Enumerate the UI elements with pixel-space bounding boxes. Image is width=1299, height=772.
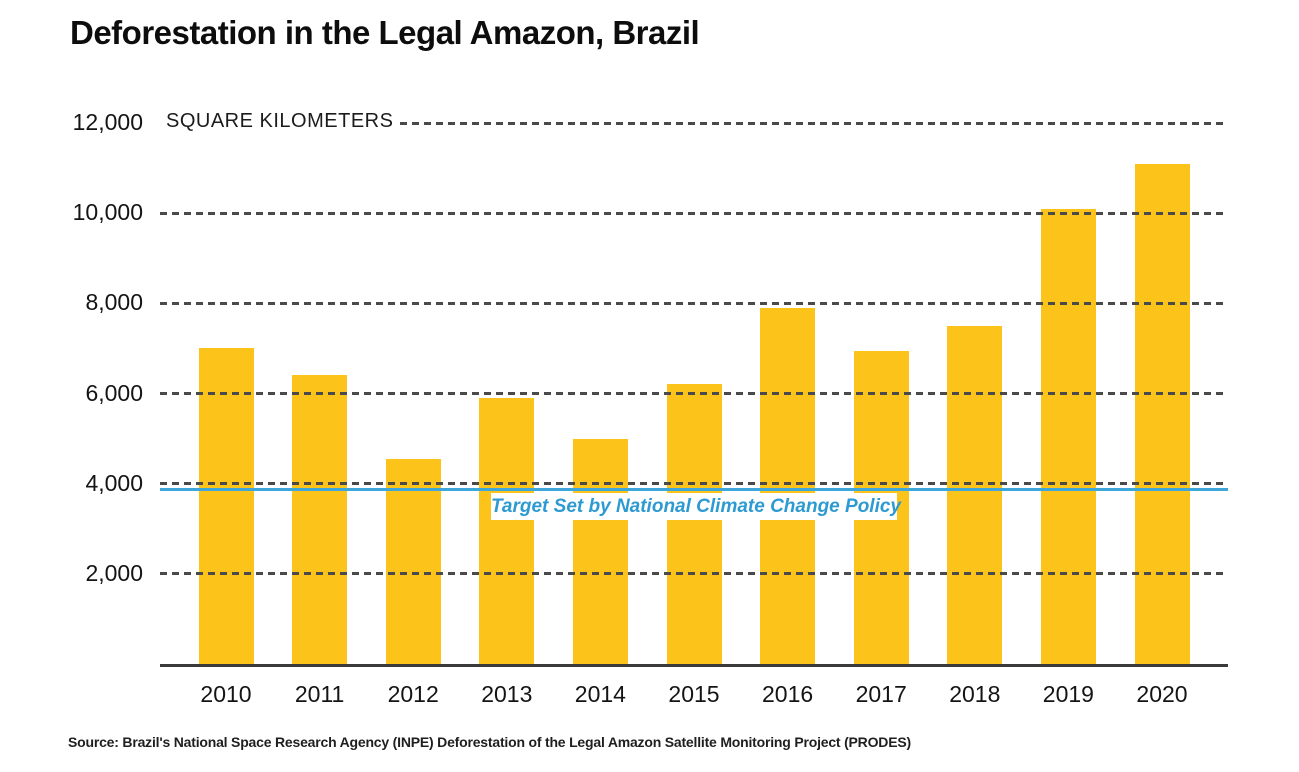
bar-2020 [1134,163,1190,664]
y-axis-tick-8000: 8,000 [85,289,143,316]
x-axis-tick-2014: 2014 [574,681,626,707]
x-axis-tick-2011: 2011 [294,681,345,707]
bar-2015 [666,384,722,664]
y-axis-tick-2000: 2,000 [85,559,143,586]
gridline-8000 [160,301,1228,305]
y-axis-unit-label: SQUARE KILOMETERS [166,110,394,132]
bar-2010 [198,348,254,664]
x-axis-tick-2013: 2013 [481,681,533,707]
bar-2014 [572,438,628,664]
bar-2018 [947,325,1003,664]
source-attribution: Source: Brazil's National Space Research… [68,734,911,750]
bar-2016 [760,307,816,664]
x-axis-tick-2012: 2012 [387,681,439,707]
gridline-10000 [160,211,1228,215]
y-axis-tick-6000: 6,000 [85,379,143,406]
x-axis-tick-2019: 2019 [1042,681,1094,707]
bar-2011 [292,375,348,664]
target-line [160,488,1228,492]
bar-2013 [479,398,535,664]
gridline-6000 [160,392,1228,395]
y-axis-tick-12000: 12,000 [72,109,143,135]
bar-2019 [1040,208,1096,664]
gridline-12000 [400,121,1228,125]
gridline-2000 [160,572,1228,576]
x-axis-tick-2016: 2016 [762,681,814,707]
x-axis-line [160,664,1228,667]
x-axis-tick-2010: 2010 [200,681,252,707]
y-axis-tick-4000: 4,000 [85,469,143,496]
gridline-4000 [160,482,1228,486]
x-axis-tick-2018: 2018 [949,681,1001,707]
bar-2012 [385,458,441,664]
chart-title: Deforestation in the Legal Amazon, Brazi… [70,14,700,51]
x-axis-tick-2017: 2017 [855,681,907,707]
target-line-label: Target Set by National Climate Change Po… [491,493,901,520]
y-axis-tick-10000: 10,000 [72,199,143,226]
x-axis-tick-2015: 2015 [668,681,720,707]
x-axis-tick-2020: 2020 [1136,681,1188,707]
